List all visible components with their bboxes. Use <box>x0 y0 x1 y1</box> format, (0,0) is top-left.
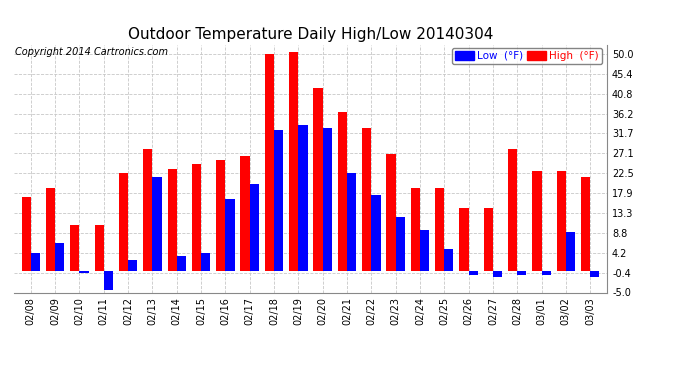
Bar <box>240 156 250 271</box>
Bar <box>104 271 113 290</box>
Legend: Low  (°F), High  (°F): Low (°F), High (°F) <box>452 48 602 64</box>
Bar <box>95 225 103 271</box>
Bar <box>460 208 469 271</box>
Bar <box>192 164 201 271</box>
Bar <box>518 271 526 275</box>
Bar <box>590 271 600 277</box>
Bar <box>70 225 79 271</box>
Bar <box>313 88 323 271</box>
Bar <box>581 177 590 271</box>
Bar <box>411 188 420 271</box>
Bar <box>362 128 371 271</box>
Bar <box>435 188 444 271</box>
Bar <box>216 160 226 271</box>
Bar <box>226 199 235 271</box>
Bar <box>21 197 31 271</box>
Bar <box>274 130 284 271</box>
Bar <box>566 232 575 271</box>
Bar <box>55 243 64 271</box>
Bar <box>144 149 152 271</box>
Bar <box>395 216 405 271</box>
Bar <box>347 173 356 271</box>
Bar <box>201 254 210 271</box>
Bar <box>323 128 332 271</box>
Bar <box>46 188 55 271</box>
Bar <box>298 125 308 271</box>
Bar <box>386 153 395 271</box>
Text: Copyright 2014 Cartronics.com: Copyright 2014 Cartronics.com <box>15 48 168 57</box>
Bar <box>444 249 453 271</box>
Title: Outdoor Temperature Daily High/Low 20140304: Outdoor Temperature Daily High/Low 20140… <box>128 27 493 42</box>
Bar <box>119 173 128 271</box>
Bar <box>250 184 259 271</box>
Bar <box>79 271 89 273</box>
Bar <box>152 177 161 271</box>
Bar <box>484 208 493 271</box>
Bar <box>542 271 551 275</box>
Bar <box>557 171 566 271</box>
Bar <box>177 256 186 271</box>
Bar <box>532 171 542 271</box>
Bar <box>337 112 347 271</box>
Bar <box>265 54 274 271</box>
Bar <box>493 271 502 277</box>
Bar <box>289 51 298 271</box>
Bar <box>128 260 137 271</box>
Bar <box>469 271 477 275</box>
Bar <box>420 230 429 271</box>
Bar <box>31 252 40 271</box>
Bar <box>371 195 381 271</box>
Bar <box>508 149 518 271</box>
Bar <box>168 169 177 271</box>
